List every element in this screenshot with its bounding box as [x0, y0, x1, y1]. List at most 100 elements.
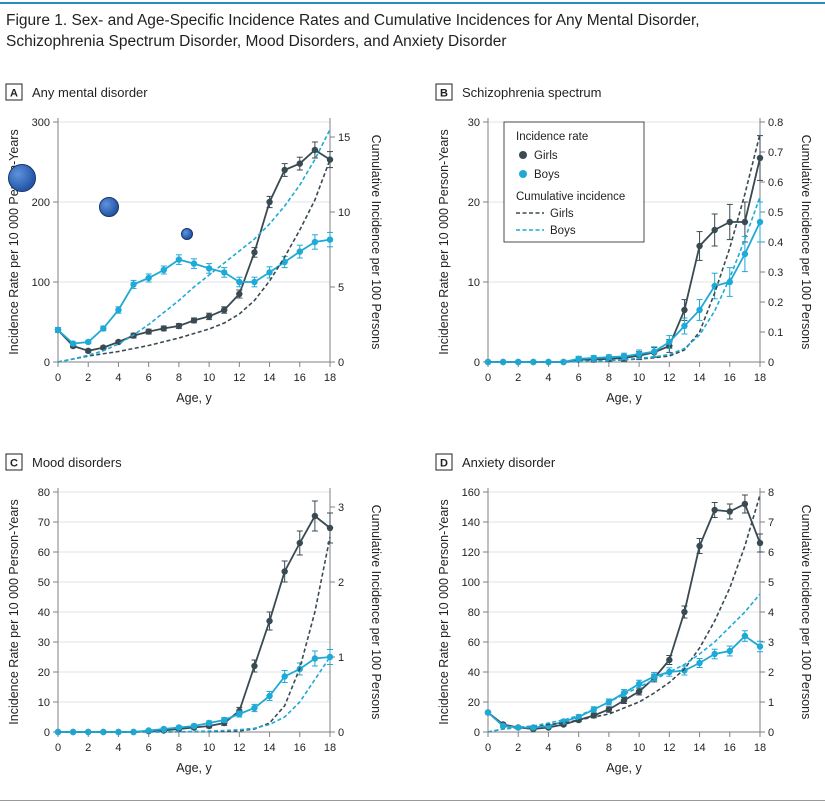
- data-point-girls: [251, 249, 258, 256]
- panel-letter: B: [440, 88, 448, 100]
- y-tick-label: 0: [44, 727, 50, 739]
- data-point-boys: [266, 269, 273, 276]
- x-tick-label: 2: [515, 742, 521, 754]
- y-tick-label: 10: [38, 697, 50, 709]
- panel-title: Mood disorders: [32, 455, 122, 470]
- cumulative-line-boys: [57, 129, 331, 363]
- data-point-girls: [190, 317, 198, 324]
- data-point-boys: [266, 692, 273, 700]
- data-point-boys: [635, 680, 643, 688]
- y-tick-label: 60: [38, 547, 50, 559]
- data-point-girls: [115, 338, 122, 346]
- data-point-boys: [326, 236, 334, 243]
- x-tick-label: 18: [324, 742, 336, 754]
- data-point-boys: [666, 668, 673, 676]
- data-point-boys: [54, 326, 62, 334]
- x-axis-title: Age, y: [176, 761, 212, 775]
- data-point-boys: [145, 274, 152, 282]
- x-tick-label: 18: [754, 372, 766, 384]
- y2-tick-label: 0.7: [768, 147, 783, 159]
- x-axis-title: Age, y: [176, 391, 212, 405]
- data-point-girls: [296, 160, 303, 167]
- y2-tick-label: 8: [768, 487, 774, 499]
- y2-tick-label: 0.3: [768, 267, 783, 279]
- data-point-boys: [681, 322, 688, 330]
- data-point-boys: [69, 340, 77, 347]
- data-point-boys: [251, 704, 258, 712]
- data-point-boys: [130, 281, 137, 288]
- data-point-girls: [756, 539, 764, 547]
- x-tick-label: 10: [633, 742, 645, 754]
- cumulative-line-girls: [58, 536, 331, 733]
- y2-tick-label: 5: [768, 577, 774, 589]
- y-tick-label: 0: [474, 357, 480, 369]
- data-point-boys: [635, 350, 643, 358]
- y-tick-label: 40: [38, 607, 50, 619]
- x-tick-label: 16: [294, 742, 306, 754]
- data-point-boys: [115, 306, 122, 314]
- y2-tick-label: 0.2: [768, 297, 783, 309]
- data-point-boys: [515, 358, 522, 366]
- y2-tick-label: 15: [338, 132, 350, 144]
- x-tick-label: 8: [176, 372, 182, 384]
- legend-cum-boys-label: Boys: [550, 225, 576, 237]
- data-point-girls: [266, 617, 273, 625]
- data-point-girls: [251, 662, 258, 670]
- data-point-girls: [726, 218, 733, 226]
- y2-tick-label: 0.5: [768, 207, 783, 219]
- y-tick-label: 100: [462, 577, 480, 589]
- y-tick-label: 30: [468, 117, 480, 129]
- data-point-girls: [266, 198, 273, 206]
- y-tick-label: 20: [38, 667, 50, 679]
- data-point-girls: [726, 508, 733, 515]
- x-tick-label: 2: [85, 372, 91, 384]
- panel-letter-box: [5, 83, 23, 101]
- x-tick-label: 4: [115, 742, 121, 754]
- y2-tick-label: 4: [768, 607, 774, 619]
- data-point-boys: [251, 278, 258, 286]
- y-tick-label: 200: [32, 197, 50, 209]
- y-axis-title: Incidence Rate per 10 000 Person-Years: [437, 129, 451, 354]
- figure-bottom-rule: [0, 800, 825, 801]
- y-tick-label: 50: [38, 577, 50, 589]
- data-point-girls: [696, 542, 703, 550]
- x-tick-label: 8: [606, 742, 612, 754]
- data-point-boys: [221, 269, 228, 276]
- data-point-girls: [326, 524, 334, 532]
- x-tick-label: 16: [724, 742, 736, 754]
- data-point-boys: [100, 325, 107, 332]
- cumulative-line-boys: [487, 593, 761, 733]
- data-point-boys: [85, 728, 92, 736]
- y-tick-label: 60: [468, 637, 480, 649]
- data-point-boys: [560, 358, 567, 366]
- y2-tick-label: 2: [768, 667, 774, 679]
- x-tick-label: 0: [55, 372, 61, 384]
- data-point-girls: [311, 512, 319, 520]
- data-point-boys: [236, 710, 243, 718]
- y2-tick-label: 3: [768, 637, 774, 649]
- data-point-boys: [696, 659, 703, 667]
- data-point-girls: [696, 242, 703, 250]
- y2-axis-title: Cumulative Incidence per 100 Persons: [369, 505, 383, 720]
- data-point-girls: [605, 706, 613, 713]
- data-point-boys: [575, 355, 582, 362]
- x-tick-label: 10: [633, 372, 645, 384]
- x-tick-label: 6: [576, 742, 582, 754]
- data-point-boys: [221, 716, 228, 724]
- y2-tick-label: 7: [768, 517, 774, 529]
- y2-tick-label: 0: [768, 357, 774, 369]
- panel-title: Anxiety disorder: [462, 455, 556, 470]
- x-tick-label: 14: [693, 742, 705, 754]
- x-tick-label: 14: [693, 372, 705, 384]
- data-point-boys: [741, 632, 749, 640]
- y2-tick-label: 3: [338, 502, 344, 514]
- x-tick-label: 0: [55, 742, 61, 754]
- x-tick-label: 12: [233, 372, 245, 384]
- panel-d-anxiety-disorder: D Anxiety disorder 0 2 4 6 8 10 12 14 16 18 0 20 40 60 8…: [430, 448, 825, 798]
- y2-axis-title: Cumulative Incidence per 100 Persons: [799, 135, 813, 350]
- x-tick-label: 8: [606, 372, 612, 384]
- data-point-girls: [635, 688, 643, 695]
- data-point-boys: [590, 354, 597, 362]
- y2-tick-label: 0.1: [768, 327, 783, 339]
